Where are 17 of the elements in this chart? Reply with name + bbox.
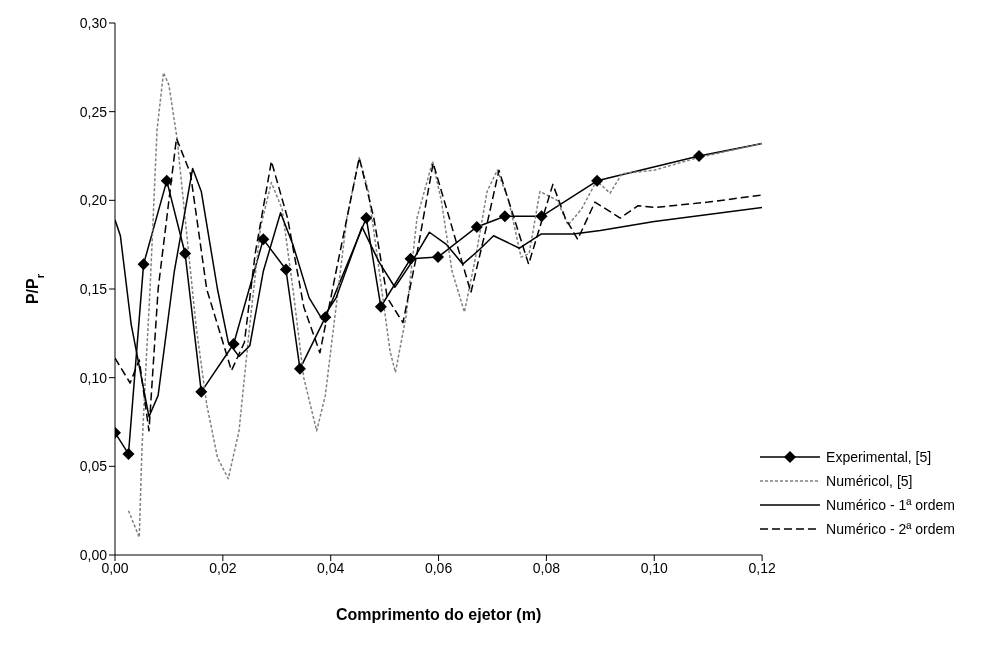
y-tick-label: 0,05 [79, 458, 108, 475]
legend-label: Numérico - 1ª ordem [826, 497, 955, 513]
x-tick-label: 0,04 [317, 559, 345, 576]
legend-label: Experimental, [5] [826, 449, 932, 465]
x-tick-label: 0,08 [532, 559, 561, 576]
y-tick-label: 0,30 [79, 14, 108, 31]
x-tick-label: 0,10 [640, 559, 669, 576]
legend-label: Numérico - 2ª ordem [826, 521, 955, 537]
x-axis-title: Comprimento do ejetor (m) [335, 606, 542, 623]
y-tick-label: 0,15 [79, 280, 108, 297]
x-tick-label: 0,12 [748, 559, 776, 576]
y-tick-label: 0,10 [79, 369, 108, 386]
legend-label: Numéricol, [5] [826, 473, 913, 489]
x-tick-label: 0,02 [209, 559, 237, 576]
x-tick-label: 0,06 [424, 559, 453, 576]
y-tick-label: 0,25 [79, 103, 108, 120]
y-tick-label: 0,20 [79, 192, 108, 209]
